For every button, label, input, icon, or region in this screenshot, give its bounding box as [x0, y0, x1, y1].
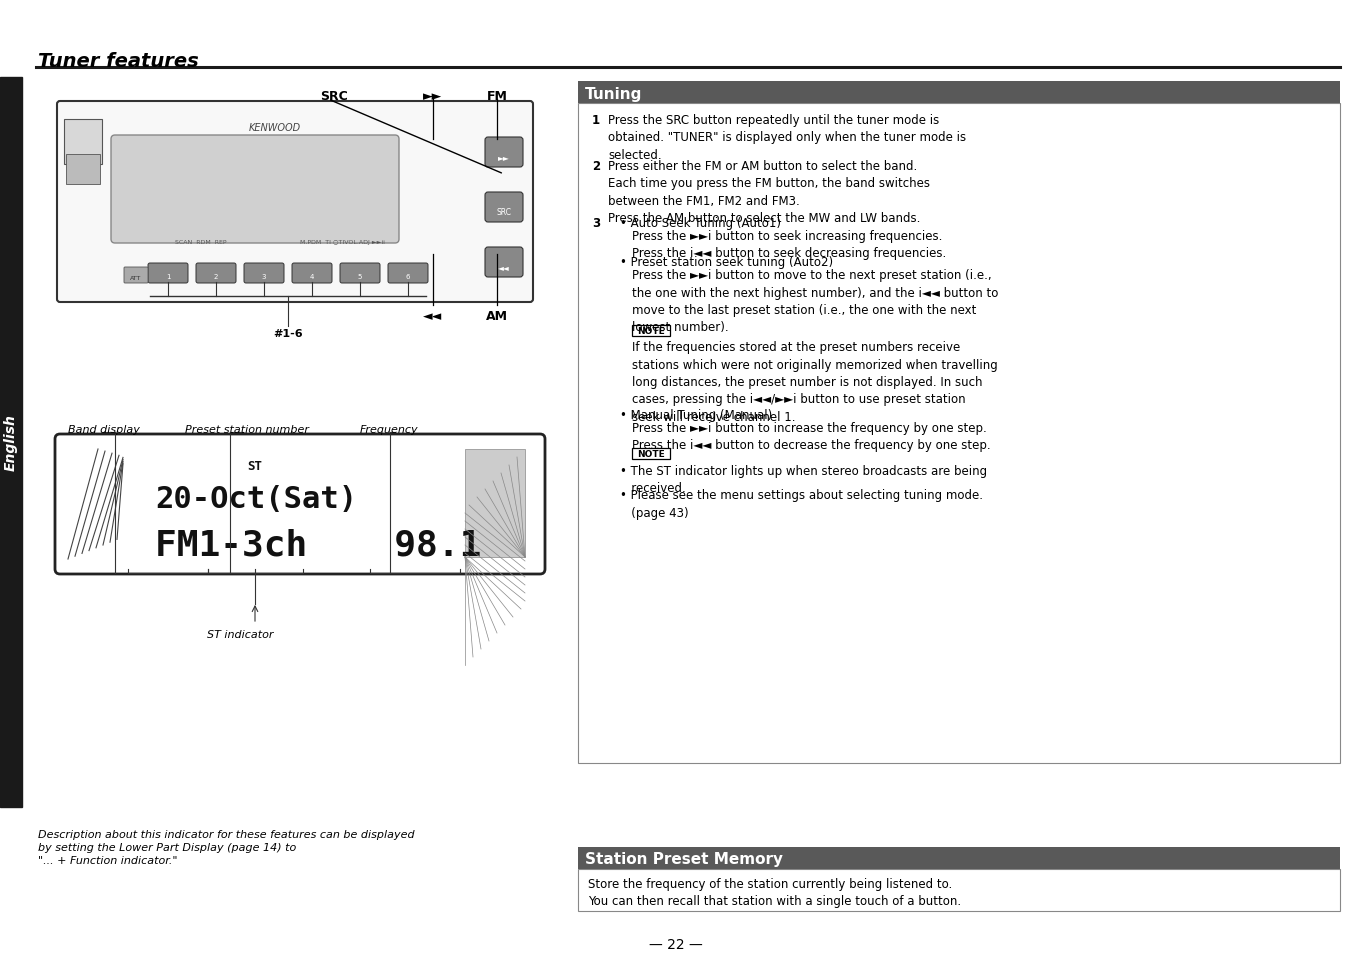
- FancyBboxPatch shape: [485, 248, 523, 277]
- Text: Preset station number: Preset station number: [185, 424, 310, 435]
- Text: ►►: ►►: [423, 90, 442, 103]
- Text: #1-6: #1-6: [273, 329, 303, 338]
- Text: M.PDM  TI ○TIVOL.ADJ ►►ii: M.PDM TI ○TIVOL.ADJ ►►ii: [300, 240, 385, 245]
- Text: Tuner features: Tuner features: [38, 52, 199, 71]
- FancyBboxPatch shape: [243, 264, 284, 284]
- Bar: [579, 82, 1340, 104]
- Text: Description about this indicator for these features can be displayed
by setting : Description about this indicator for the…: [38, 829, 415, 865]
- Text: Tuning: Tuning: [585, 87, 642, 101]
- Text: 4: 4: [310, 274, 314, 280]
- Text: SRC: SRC: [320, 90, 347, 103]
- Text: Press the ►►i button to increase the frequency by one step.
Press the i◄◄ button: Press the ►►i button to increase the fre…: [631, 421, 991, 452]
- Bar: [66, 154, 100, 185]
- Text: • The ST indicator lights up when stereo broadcasts are being
   received.: • The ST indicator lights up when stereo…: [621, 464, 987, 495]
- Text: 2: 2: [214, 274, 218, 280]
- Bar: [0, 78, 22, 807]
- Text: ◄◄: ◄◄: [498, 263, 510, 272]
- Text: • Please see the menu settings about selecting tuning mode.
   (page 43): • Please see the menu settings about sel…: [621, 489, 983, 519]
- Text: 2: 2: [592, 160, 600, 172]
- Text: NOTE: NOTE: [637, 327, 665, 336]
- Text: 1: 1: [166, 274, 170, 280]
- Text: NOTE: NOTE: [637, 450, 665, 459]
- Text: English: English: [4, 415, 18, 471]
- Text: Press the ►►i button to move to the next preset station (i.e.,
the one with the : Press the ►►i button to move to the next…: [631, 269, 998, 335]
- Text: ST indicator: ST indicator: [207, 629, 273, 639]
- FancyBboxPatch shape: [196, 264, 237, 284]
- Text: • Preset station seek tuning (Auto2): • Preset station seek tuning (Auto2): [621, 255, 833, 269]
- Text: 20-Oct(Sat): 20-Oct(Sat): [155, 484, 357, 514]
- Text: AM: AM: [485, 310, 508, 323]
- Text: ATT: ATT: [130, 275, 142, 281]
- Text: 3: 3: [262, 274, 266, 280]
- Text: Press the ►►i button to seek increasing frequencies.
Press the i◄◄ button to see: Press the ►►i button to seek increasing …: [631, 230, 946, 260]
- FancyBboxPatch shape: [292, 264, 333, 284]
- Text: FM1-3ch    98.1: FM1-3ch 98.1: [155, 527, 481, 561]
- Text: Band display: Band display: [68, 424, 139, 435]
- Text: • Manual Tuning (Manual): • Manual Tuning (Manual): [621, 409, 772, 421]
- Text: Station Preset Memory: Station Preset Memory: [585, 852, 783, 866]
- FancyBboxPatch shape: [388, 264, 429, 284]
- FancyBboxPatch shape: [111, 136, 399, 244]
- Text: ◄◄: ◄◄: [423, 310, 442, 323]
- Text: SCAN  RDM  REP: SCAN RDM REP: [174, 240, 227, 245]
- FancyBboxPatch shape: [147, 264, 188, 284]
- Text: SRC: SRC: [496, 208, 511, 216]
- Text: — 22 —: — 22 —: [649, 937, 703, 951]
- Bar: [465, 450, 525, 558]
- Bar: [579, 869, 1340, 911]
- Text: Press either the FM or AM button to select the band.
Each time you press the FM : Press either the FM or AM button to sele…: [608, 160, 930, 225]
- Bar: [631, 326, 671, 336]
- Text: FM: FM: [487, 90, 507, 103]
- FancyBboxPatch shape: [55, 435, 545, 575]
- FancyBboxPatch shape: [339, 264, 380, 284]
- Text: ►►: ►►: [498, 152, 510, 162]
- FancyBboxPatch shape: [124, 268, 147, 284]
- Text: Press the SRC button repeatedly until the tuner mode is
obtained. "TUNER" is dis: Press the SRC button repeatedly until th…: [608, 113, 967, 162]
- FancyBboxPatch shape: [485, 193, 523, 223]
- Text: 3: 3: [592, 216, 600, 230]
- Text: • Auto Seek Tuning (Auto1): • Auto Seek Tuning (Auto1): [621, 216, 781, 230]
- FancyBboxPatch shape: [57, 102, 533, 303]
- Text: 1: 1: [592, 113, 600, 127]
- Text: 5: 5: [358, 274, 362, 280]
- Text: If the frequencies stored at the preset numbers receive
stations which were not : If the frequencies stored at the preset …: [631, 340, 998, 423]
- Bar: [579, 847, 1340, 869]
- Text: 6: 6: [406, 274, 410, 280]
- Bar: [579, 104, 1340, 763]
- Bar: [631, 449, 671, 459]
- Bar: [64, 120, 101, 165]
- Text: Store the frequency of the station currently being listened to.
You can then rec: Store the frequency of the station curre…: [588, 877, 961, 907]
- Text: ST: ST: [247, 459, 262, 473]
- Text: Frequency: Frequency: [360, 424, 419, 435]
- FancyBboxPatch shape: [485, 138, 523, 168]
- Text: KENWOOD: KENWOOD: [249, 123, 301, 132]
